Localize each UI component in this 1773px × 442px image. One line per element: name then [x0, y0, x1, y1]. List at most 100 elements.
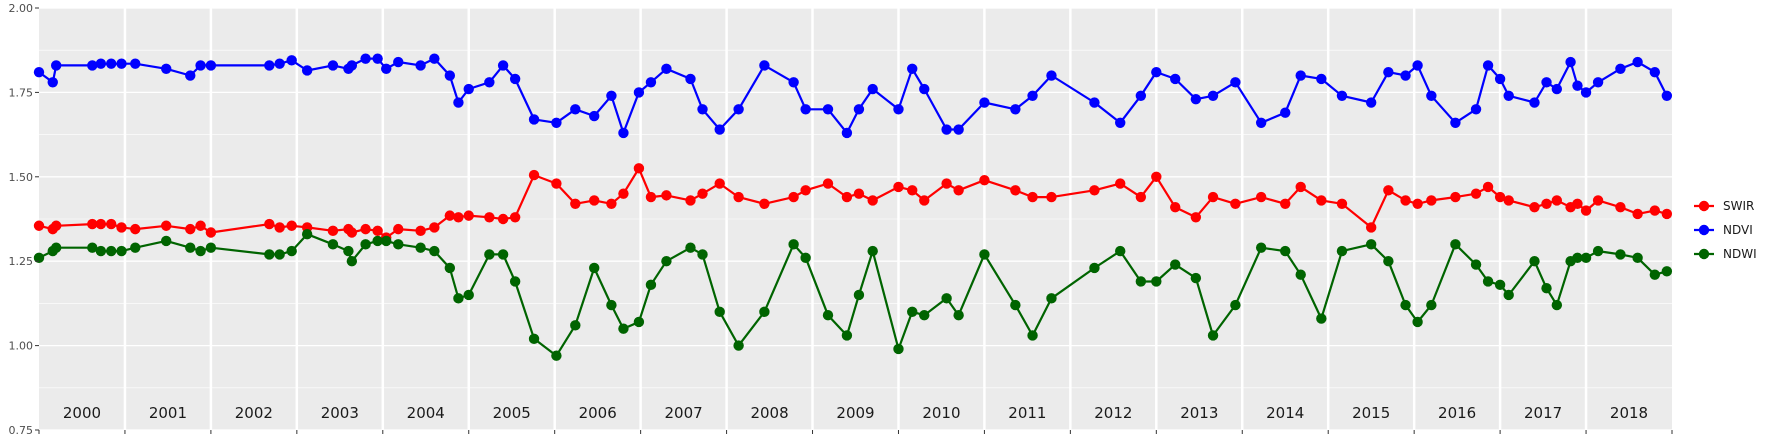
data-point-ndvi — [759, 60, 770, 71]
data-point-ndvi — [1541, 77, 1552, 88]
data-point-ndwi — [87, 242, 98, 253]
data-point-ndwi — [286, 245, 297, 257]
data-point-ndvi — [463, 83, 474, 95]
year-label: 2003 — [321, 404, 359, 422]
data-point-ndwi — [1336, 245, 1348, 257]
year-label: 2004 — [407, 404, 445, 422]
data-point-swir — [286, 220, 297, 231]
legend-label: SWIR — [1723, 199, 1754, 213]
data-point-ndwi — [661, 256, 672, 267]
data-point-ndwi — [274, 249, 285, 260]
data-point-ndvi — [606, 90, 617, 101]
data-point-ndwi — [822, 310, 834, 321]
data-point-ndvi — [867, 83, 878, 95]
data-point-ndwi — [697, 249, 708, 260]
data-point-ndvi — [1482, 60, 1494, 71]
data-point-ndvi — [444, 70, 456, 81]
data-point-ndwi — [1190, 272, 1202, 284]
y-tick-label: 1.75 — [9, 86, 34, 99]
data-point-ndvi — [1027, 90, 1038, 101]
year-label: 2018 — [1610, 404, 1648, 422]
year-label: 2009 — [836, 404, 874, 422]
legend-label: NDVI — [1723, 223, 1753, 237]
series-line-swir — [38, 167, 1668, 239]
data-point-swir — [953, 185, 964, 196]
data-point-ndwi — [1615, 249, 1626, 260]
data-point-ndvi — [1649, 66, 1661, 78]
data-point-ndvi — [1494, 73, 1506, 85]
data-point-swir — [714, 178, 725, 189]
year-label: 2016 — [1438, 404, 1476, 422]
data-point-ndvi — [286, 55, 297, 66]
data-point-swir — [185, 223, 196, 235]
data-point-swir — [1412, 198, 1423, 210]
data-point-swir — [841, 191, 853, 203]
data-point-swir — [1115, 178, 1126, 189]
y-tick-label: 1.50 — [9, 171, 34, 184]
year-label: 2007 — [665, 404, 703, 422]
data-point-ndvi — [551, 117, 562, 128]
data-point-ndwi — [393, 239, 404, 250]
data-point-ndvi — [1572, 80, 1583, 91]
data-point-ndvi — [1010, 104, 1021, 115]
data-point-ndwi — [116, 245, 127, 257]
data-point-swir — [372, 225, 383, 237]
year-label: 2012 — [1094, 404, 1132, 422]
data-point-ndvi — [301, 65, 313, 76]
data-point-ndvi — [714, 124, 725, 135]
data-point-ndvi — [822, 104, 834, 115]
data-point-ndvi — [161, 63, 172, 74]
year-label: 2014 — [1266, 404, 1304, 422]
data-point-swir — [463, 210, 474, 221]
year-label: 2017 — [1524, 404, 1562, 422]
data-point-ndvi — [509, 73, 521, 85]
data-point-ndwi — [1482, 276, 1494, 287]
series-swir — [33, 163, 1673, 243]
data-point-ndwi — [1503, 289, 1514, 301]
data-point-ndvi — [47, 77, 58, 88]
data-point-ndwi — [205, 242, 217, 253]
data-point-ndvi — [1503, 90, 1514, 101]
year-band-labels: 2000 2001 2002 2003 2004 2005 2006 2007 2008 2009… — [63, 404, 1648, 422]
data-point-ndwi — [453, 293, 464, 304]
y-tick-label: 2.00 — [9, 2, 34, 15]
data-point-ndwi — [1400, 299, 1411, 311]
data-point-ndvi — [205, 60, 217, 71]
series-line-ndvi — [38, 57, 1668, 134]
legend-key-point — [1698, 224, 1710, 236]
data-point-ndvi — [372, 53, 383, 64]
data-point-ndvi — [685, 73, 696, 85]
data-point-ndvi — [453, 97, 464, 108]
data-point-swir — [589, 195, 600, 206]
data-point-swir — [1295, 181, 1306, 193]
data-point-ndwi — [528, 333, 540, 345]
legend-label: NDWI — [1723, 247, 1757, 261]
data-point-swir — [393, 223, 404, 235]
data-point-ndvi — [1580, 87, 1592, 98]
data-point-ndwi — [1551, 299, 1563, 311]
data-point-swir — [733, 191, 744, 203]
data-point-ndwi — [788, 239, 799, 250]
data-point-swir — [1615, 201, 1626, 213]
data-point-swir — [484, 212, 495, 223]
data-point-ndwi — [714, 306, 725, 318]
data-point-swir — [346, 227, 358, 238]
data-point-swir — [1551, 195, 1563, 206]
data-point-ndvi — [393, 56, 404, 68]
data-point-ndvi — [1551, 83, 1563, 95]
data-point-swir — [979, 174, 990, 186]
data-point-ndwi — [1426, 299, 1437, 311]
data-point-ndwi — [185, 242, 196, 253]
legend-item-swir: SWIR — [1694, 199, 1754, 213]
data-point-swir — [50, 220, 62, 231]
data-point-ndvi — [130, 58, 141, 69]
data-point-swir — [116, 222, 127, 233]
data-point-ndwi — [327, 239, 339, 250]
data-point-ndwi — [1412, 316, 1423, 328]
data-point-swir — [907, 185, 918, 196]
data-point-ndvi — [570, 104, 581, 115]
data-point-ndvi — [697, 104, 708, 115]
data-point-ndvi — [95, 58, 107, 69]
data-point-swir — [697, 188, 708, 199]
data-point-ndvi — [346, 60, 358, 71]
